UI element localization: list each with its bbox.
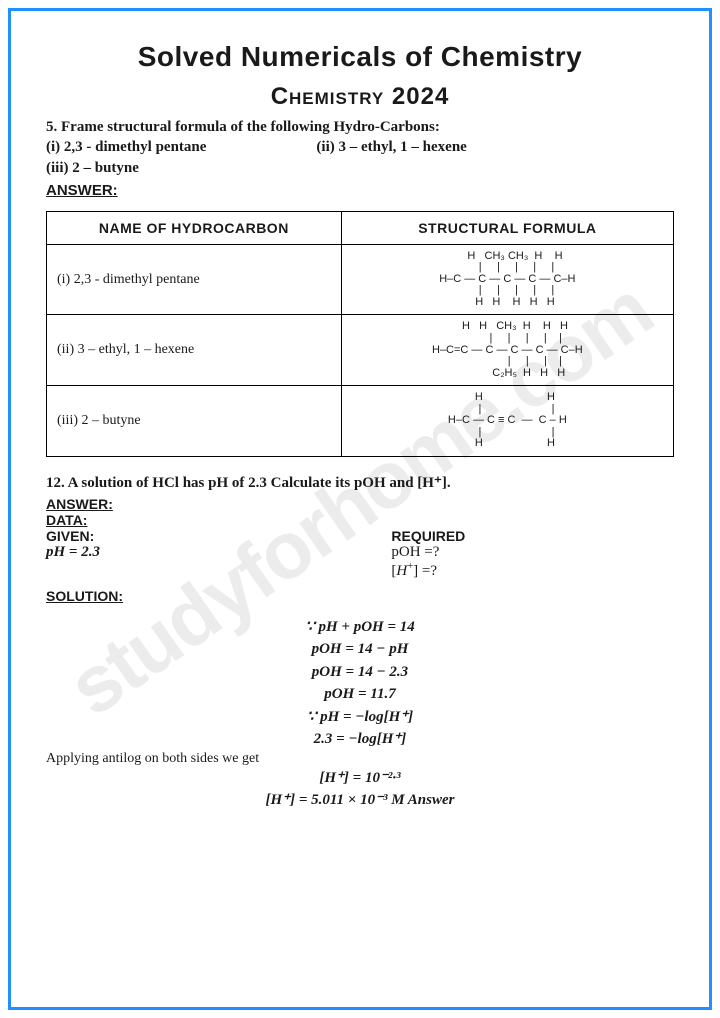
header-formula: STRUCTURAL FORMULA [341,211,673,244]
q5-text: 5. Frame structural formula of the follo… [46,117,674,137]
page-content: Solved Numericals of Chemistry Chemistry… [46,41,674,812]
table-header-row: NAME OF HYDROCARBON STRUCTURAL FORMULA [47,211,674,244]
q12-req-line1: pOH =? [391,544,674,561]
q5-part-iii: (iii) 2 – butyne [46,158,674,178]
row3-name: (iii) 2 – butyne [47,386,342,457]
table-row: (ii) 3 – ethyl, 1 – hexene H H CH₃ H H H… [47,315,674,386]
row1-name: (i) 2,3 - dimethyl pentane [47,244,342,315]
q12-text: 12. A solution of HCl has pH of 2.3 Calc… [46,473,674,492]
q5-part-ii: (ii) 3 – ethyl, 1 – hexene [316,137,466,157]
q12-given-heading: GIVEN: [46,528,391,544]
structural-formula-table: NAME OF HYDROCARBON STRUCTURAL FORMULA (… [46,211,674,457]
title-main: Solved Numericals of Chemistry [46,41,674,73]
title-sub: Chemistry 2024 [46,83,674,111]
eq-line: pOH = 14 − pH [46,638,674,661]
eq-line: 2.3 = −log[H⁺] [46,728,674,751]
table-row: (iii) 2 – butyne H H | | H–C — C ≡ C — C… [47,386,674,457]
applying-text: Applying antilog on both sides we get [46,751,674,767]
q12-solution-heading: SOLUTION: [46,588,674,604]
eq-line: pOH = 14 − 2.3 [46,661,674,684]
final-equations: [H⁺] = 10⁻²·³ [H⁺] = 5.011 × 10⁻³ M Answ… [46,767,674,812]
q12-req-line2: [H+] =? [391,561,674,580]
q12-answer-heading: ANSWER: [46,496,674,512]
row3-formula: H H | | H–C — C ≡ C — C – H | | H H [341,386,673,457]
q5-part-i: (i) 2,3 - dimethyl pentane [46,137,206,157]
table-row: (i) 2,3 - dimethyl pentane H CH₃ CH₃ H H… [47,244,674,315]
solution-equations: ∵ pH + pOH = 14 pOH = 14 − pH pOH = 14 −… [46,616,674,751]
q12-given-value: pH = 2.3 [46,544,391,561]
eq-line: pOH = 11.7 [46,683,674,706]
q12-data-heading: DATA: [46,512,674,528]
header-name: NAME OF HYDROCARBON [47,211,342,244]
eq-line: ∵ pH = −log[H⁺] [46,706,674,729]
q5-answer-heading: ANSWER: [46,182,674,199]
final-line1: [H⁺] = 10⁻²·³ [46,767,674,790]
row1-formula: H CH₃ CH₃ H H | | | | | H–C — C — C — C … [341,244,673,315]
final-line2: [H⁺] = 5.011 × 10⁻³ M Answer [46,789,674,812]
eq-line: ∵ pH + pOH = 14 [46,616,674,639]
row2-formula: H H CH₃ H H H | | | | | H–C=C — C — C — … [341,315,673,386]
q12-required-heading: REQUIRED [391,528,674,544]
row2-name: (ii) 3 – ethyl, 1 – hexene [47,315,342,386]
